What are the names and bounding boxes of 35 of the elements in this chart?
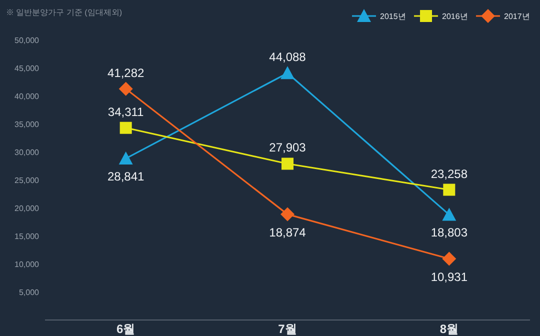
- y-tick-label: 20,000: [14, 204, 40, 213]
- legend-label: 2016년: [442, 12, 468, 21]
- y-tick-label: 40,000: [14, 92, 40, 101]
- data-label: 18,803: [430, 226, 468, 240]
- y-tick-label: 25,000: [14, 176, 40, 185]
- point: [280, 207, 294, 222]
- y-tick-label: 5,000: [18, 288, 40, 297]
- point: [443, 184, 456, 196]
- data-label: 44,088: [269, 50, 306, 64]
- point: [120, 122, 132, 134]
- point: [280, 66, 294, 80]
- data-label: 18,874: [269, 225, 306, 240]
- x-tick-label: 8월: [440, 322, 459, 336]
- point: [118, 151, 133, 164]
- point: [442, 208, 456, 221]
- y-tick-label: 45,000: [14, 64, 40, 73]
- x-tick-label: 7월: [278, 322, 297, 336]
- legend-label: 2017년: [504, 12, 530, 21]
- point: [282, 158, 294, 170]
- data-label: 10,931: [430, 270, 468, 284]
- y-tick-label: 10,000: [14, 260, 40, 269]
- y-tick-label: 30,000: [14, 148, 40, 157]
- data-label: 34,311: [108, 104, 144, 119]
- y-tick-label: 50,000: [14, 36, 40, 45]
- data-label: 28,841: [107, 169, 145, 184]
- legend-label: 2015년: [380, 12, 406, 21]
- point: [442, 252, 456, 266]
- data-label: 27,903: [269, 140, 306, 155]
- y-tick-label: 15,000: [14, 232, 40, 241]
- data-label: 23,258: [430, 166, 468, 181]
- point: [118, 82, 133, 96]
- data-label: 41,282: [107, 66, 145, 80]
- x-tick-label: 6월: [116, 322, 136, 336]
- y-tick-label: 35,000: [14, 120, 40, 129]
- text: ※ 일반분양가구 기준 (임대제외): [6, 8, 122, 17]
